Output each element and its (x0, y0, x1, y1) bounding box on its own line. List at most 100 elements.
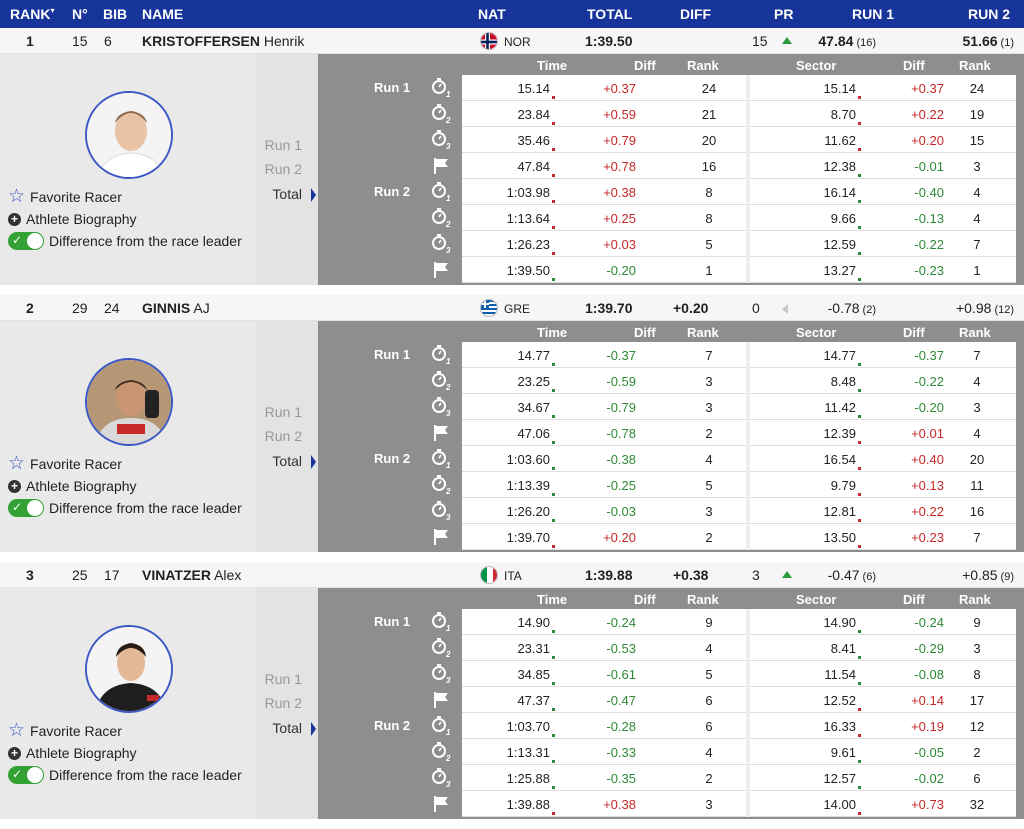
split-diff: -0.53 (606, 641, 636, 656)
split-time: 34.85 (517, 667, 550, 682)
svg-text:1: 1 (446, 624, 451, 632)
sector-rank: 11 (970, 478, 984, 493)
favorite-racer-button[interactable]: ☆ Favorite Racer (8, 720, 122, 741)
split-time: 1:13.39 (506, 478, 550, 493)
split-row: 23.84 +0.59 21 8.70 +0.22 19 (462, 101, 1016, 127)
col-bib: BIB (103, 6, 128, 22)
racer-pr: 3 (752, 567, 760, 583)
split-row: 1:03.70 -0.28 6 16.33 +0.19 12 (462, 713, 1016, 739)
sector-diff: +0.13 (911, 478, 944, 493)
split-diff: +0.38 (603, 797, 636, 812)
check-icon: ✓ (12, 233, 23, 247)
stopwatch-3-icon: 3 (432, 234, 452, 255)
split-rank: 3 (705, 400, 713, 415)
star-icon: ☆ (8, 186, 26, 207)
run-selector-total[interactable]: Total (272, 186, 302, 202)
split-time: 23.25 (517, 374, 550, 389)
finish-flag-icon (432, 423, 452, 443)
run-selector-run1[interactable]: Run 1 (264, 137, 302, 153)
col-sector: Sector (796, 592, 837, 607)
split-rank: 1 (705, 263, 713, 278)
sector-rank: 4 (973, 211, 981, 226)
favorite-racer-button[interactable]: ☆ Favorite Racer (8, 453, 122, 474)
racer-detail: ☆ Favorite Racer + Athlete Biography ✓ Differ… (0, 588, 1024, 829)
svg-text:1: 1 (446, 194, 451, 202)
sector-diff: +0.40 (911, 452, 944, 467)
run-selector-run1[interactable]: Run 1 (264, 671, 302, 687)
sort-rank-column[interactable]: RANK▾ (10, 6, 55, 22)
split-rank: 2 (705, 771, 713, 786)
athlete-biography-link[interactable]: + Athlete Biography (8, 211, 137, 227)
split-time: 1:39.70 (506, 530, 550, 545)
split-row: 1:03.98 +0.38 8 16.14 -0.40 4 (462, 179, 1016, 205)
run-selector-run2[interactable]: Run 2 (264, 161, 302, 177)
col-sector-diff: Diff (903, 58, 925, 73)
split-row: 23.25 -0.59 3 8.48 -0.22 4 (462, 368, 1016, 394)
svg-text:3: 3 (446, 142, 451, 150)
star-icon: ☆ (8, 720, 26, 741)
sector-rank: 7 (973, 237, 981, 252)
col-rank: Rank (687, 58, 719, 73)
split-row: 1:26.20 -0.03 3 12.81 +0.22 16 (462, 498, 1016, 524)
racer-rank: 3 (26, 567, 34, 583)
sector-diff: +0.14 (911, 693, 944, 708)
sector-diff: +0.37 (911, 81, 944, 96)
run-selector: Run 1 Run 2 Total (256, 54, 318, 285)
racer-name[interactable]: GINNIS AJ (142, 300, 210, 316)
svg-text:3: 3 (446, 780, 451, 788)
split-rank: 4 (705, 641, 713, 656)
sector-rank: 20 (969, 452, 985, 467)
toggle-switch[interactable]: ✓ (8, 766, 44, 784)
run-selector-run2[interactable]: Run 2 (264, 695, 302, 711)
difference-toggle[interactable]: ✓ Difference from the race leader (8, 232, 242, 250)
split-row: 1:39.50 -0.20 1 13.27 -0.23 1 (462, 257, 1016, 283)
split-diff: -0.47 (606, 693, 636, 708)
athlete-biography-link[interactable]: + Athlete Biography (8, 478, 137, 494)
racer-row[interactable]: 3 25 17 VINATZER Alex ITA 1:39.88 +0.38 3 -0.47(… (0, 562, 1024, 588)
split-rank: 2 (705, 426, 713, 441)
favorite-racer-button[interactable]: ☆ Favorite Racer (8, 186, 122, 207)
split-diff: -0.59 (606, 374, 636, 389)
split-row: 1:39.88 +0.38 3 14.00 +0.73 32 (462, 791, 1016, 817)
toggle-switch[interactable]: ✓ (8, 499, 44, 517)
racer-row[interactable]: 1 15 6 KRISTOFFERSEN Henrik NOR 1:39.50 15 47.8… (0, 28, 1024, 54)
split-row: 1:03.60 -0.38 4 16.54 +0.40 20 (462, 446, 1016, 472)
sector-time: 13.50 (823, 530, 856, 545)
split-time: 34.67 (517, 400, 550, 415)
split-time: 35.46 (517, 133, 550, 148)
difference-toggle[interactable]: ✓ Difference from the race leader (8, 499, 242, 517)
toggle-switch[interactable]: ✓ (8, 232, 44, 250)
split-row: 1:13.31 -0.33 4 9.61 -0.05 2 (462, 739, 1016, 765)
athlete-biography-link[interactable]: + Athlete Biography (8, 745, 137, 761)
racer-name[interactable]: KRISTOFFERSEN Henrik (142, 33, 305, 49)
split-rank: 6 (705, 693, 713, 708)
racer-run1: 47.84 (16) (818, 33, 876, 49)
run-selector-total[interactable]: Total (272, 720, 302, 736)
sector-time: 11.54 (824, 667, 856, 682)
racer-detail: ☆ Favorite Racer + Athlete Biography ✓ Differ… (0, 54, 1024, 295)
check-icon: ✓ (12, 500, 23, 514)
svg-text:3: 3 (446, 676, 451, 684)
split-rank: 21 (701, 107, 717, 122)
svg-text:1: 1 (446, 357, 451, 365)
stopwatch-1-icon: 1 (432, 449, 452, 470)
split-rank: 5 (705, 237, 713, 252)
italy-flag-icon (480, 566, 498, 584)
sector-time: 14.90 (823, 615, 856, 630)
sector-time: 13.27 (823, 263, 856, 278)
run2-label: Run 2 (374, 451, 411, 466)
difference-toggle[interactable]: ✓ Difference from the race leader (8, 766, 242, 784)
racer-row[interactable]: 2 29 24 GINNIS AJ GRE 1:39.70 +0.20 0 -0.78 (2) +0… (0, 295, 1024, 321)
run-selector-total[interactable]: Total (272, 453, 302, 469)
split-diff: +0.79 (603, 133, 636, 148)
sector-diff: -0.22 (914, 237, 944, 252)
run-selector-run2[interactable]: Run 2 (264, 428, 302, 444)
split-rank: 3 (705, 504, 713, 519)
racer-name[interactable]: VINATZER Alex (142, 567, 242, 583)
run2-label: Run 2 (374, 718, 411, 733)
plus-icon: + (8, 746, 21, 760)
col-pr: PR (774, 6, 794, 22)
run-selector-run1[interactable]: Run 1 (264, 404, 302, 420)
racer-total: 1:39.70 (585, 300, 633, 316)
